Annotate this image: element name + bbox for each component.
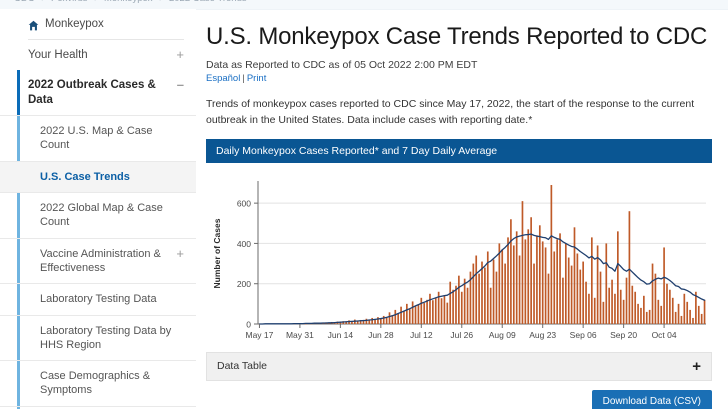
plus-icon[interactable]: + bbox=[692, 357, 701, 375]
breadcrumb-item-3: 2022 Case Trends bbox=[169, 0, 247, 4]
breadcrumb-item-0[interactable]: CDC bbox=[14, 0, 35, 4]
page-title: U.S. Monkeypox Case Trends Reported to C… bbox=[206, 23, 708, 50]
as-of-text: Data as Reported to CDC as of 05 Oct 202… bbox=[206, 59, 478, 71]
sidebar-item-label: 2022 Global Map & Case Count bbox=[40, 202, 163, 229]
plus-icon[interactable]: + bbox=[176, 245, 184, 261]
svg-text:Oct 04: Oct 04 bbox=[652, 330, 677, 340]
breadcrumb-separator-0: › bbox=[37, 0, 48, 4]
link-separator: | bbox=[242, 73, 245, 84]
sidebar-item-us-case-trends[interactable]: U.S. Case Trends bbox=[0, 161, 196, 194]
sidebar-home-monkeypox[interactable]: Monkeypox bbox=[0, 9, 196, 39]
intro-paragraph: Trends of monkeypox cases reported to CD… bbox=[206, 98, 695, 127]
sidebar-item-label: Case Demographics & Symptoms bbox=[40, 370, 151, 397]
case-trends-chart: 0 200 400 600 Number of Cases May 17 May 31 Jun… bbox=[212, 180, 706, 340]
sidebar-subnav: 2022 U.S. Map & Case Count U.S. Case Tre… bbox=[0, 115, 196, 409]
sidebar-item-your-health-label: Your Health bbox=[28, 49, 88, 61]
sidebar-item-2022-outbreak-label: 2022 Outbreak Cases & Data bbox=[28, 79, 156, 106]
sidebar-item-2022-us-map-case-count[interactable]: 2022 U.S. Map & Case Count bbox=[0, 115, 196, 162]
sidebar-item-label: Laboratory Testing Data by HHS Region bbox=[40, 324, 172, 351]
sidebar-item-label: Laboratory Testing Data bbox=[40, 293, 157, 306]
breadcrumb-item-1[interactable]: Poxvirus bbox=[51, 0, 87, 4]
download-data-csv-button[interactable]: Download Data (CSV) bbox=[591, 389, 712, 409]
sidebar-home-label: Monkeypox bbox=[45, 18, 104, 30]
print-link[interactable]: Print bbox=[246, 73, 267, 84]
svg-text:Sep 06: Sep 06 bbox=[570, 330, 597, 340]
espanol-link[interactable]: Español bbox=[206, 73, 241, 84]
sidebar-item-label: U.S. Case Trends bbox=[40, 170, 130, 183]
data-table-label: Data Table bbox=[217, 360, 268, 373]
sidebar-item-2022-global-map-case-count[interactable]: 2022 Global Map & Case Count bbox=[0, 193, 196, 239]
svg-text:400: 400 bbox=[237, 238, 251, 248]
svg-text:Aug 23: Aug 23 bbox=[529, 330, 556, 340]
home-icon bbox=[28, 20, 39, 31]
breadcrumb-item-2[interactable]: Monkeypox bbox=[104, 0, 153, 4]
utility-links: Español | Print bbox=[206, 73, 712, 84]
svg-text:Jul 26: Jul 26 bbox=[450, 330, 473, 340]
chart-container: 0 200 400 600 Number of Cases May 17 May 31 Jun… bbox=[206, 170, 712, 346]
plus-icon[interactable]: + bbox=[176, 47, 184, 62]
sidebar-item-laboratory-testing-data[interactable]: Laboratory Testing Data bbox=[0, 284, 196, 316]
breadcrumb[interactable]: CDC › Poxvirus › Monkeypox › 2022 Case T… bbox=[0, 0, 728, 10]
sidebar-item-label: 2022 U.S. Map & Case Count bbox=[40, 125, 153, 152]
sidebar-item-2022-outbreak-cases-data[interactable]: 2022 Outbreak Cases & Data – bbox=[0, 70, 196, 115]
breadcrumb-separator-2: › bbox=[155, 0, 166, 4]
svg-text:Jun 28: Jun 28 bbox=[368, 330, 394, 340]
chart-banner: Daily Monkeypox Cases Reported* and 7 Da… bbox=[206, 138, 712, 163]
breadcrumb-inner[interactable]: CDC › Poxvirus › Monkeypox › 2022 Case T… bbox=[14, 0, 247, 4]
minus-icon[interactable]: – bbox=[176, 77, 184, 93]
svg-text:May 31: May 31 bbox=[286, 330, 314, 340]
sidebar-item-your-health[interactable]: Your Health + bbox=[0, 40, 196, 70]
svg-text:Sep 20: Sep 20 bbox=[610, 330, 637, 340]
breadcrumb-separator-1: › bbox=[90, 0, 101, 4]
svg-text:200: 200 bbox=[237, 279, 251, 289]
svg-text:Jun 14: Jun 14 bbox=[328, 330, 354, 340]
svg-text:Aug 09: Aug 09 bbox=[489, 330, 516, 340]
main-content: U.S. Monkeypox Case Trends Reported to C… bbox=[196, 9, 728, 409]
sidebar-item-case-demographics-symptoms[interactable]: Case Demographics & Symptoms bbox=[0, 361, 196, 407]
sidebar-divider bbox=[28, 39, 184, 40]
svg-text:Number of Cases: Number of Cases bbox=[212, 218, 222, 288]
svg-text:600: 600 bbox=[237, 198, 251, 208]
svg-text:May 17: May 17 bbox=[246, 330, 274, 340]
download-row: Download Data (CSV) bbox=[206, 389, 712, 409]
sidebar: Monkeypox Your Health + 2022 Outbreak Ca… bbox=[0, 9, 196, 409]
svg-text:0: 0 bbox=[246, 319, 251, 329]
sidebar-item-label: Vaccine Administration & Effectiveness bbox=[40, 247, 161, 274]
data-table-accordion[interactable]: Data Table + bbox=[206, 351, 712, 381]
sidebar-item-vaccine-administration-effectiveness[interactable]: Vaccine Administration & Effectiveness + bbox=[0, 239, 196, 285]
svg-text:Jul 12: Jul 12 bbox=[410, 330, 433, 340]
sidebar-item-laboratory-testing-data-hhs-region[interactable]: Laboratory Testing Data by HHS Region bbox=[0, 316, 196, 362]
